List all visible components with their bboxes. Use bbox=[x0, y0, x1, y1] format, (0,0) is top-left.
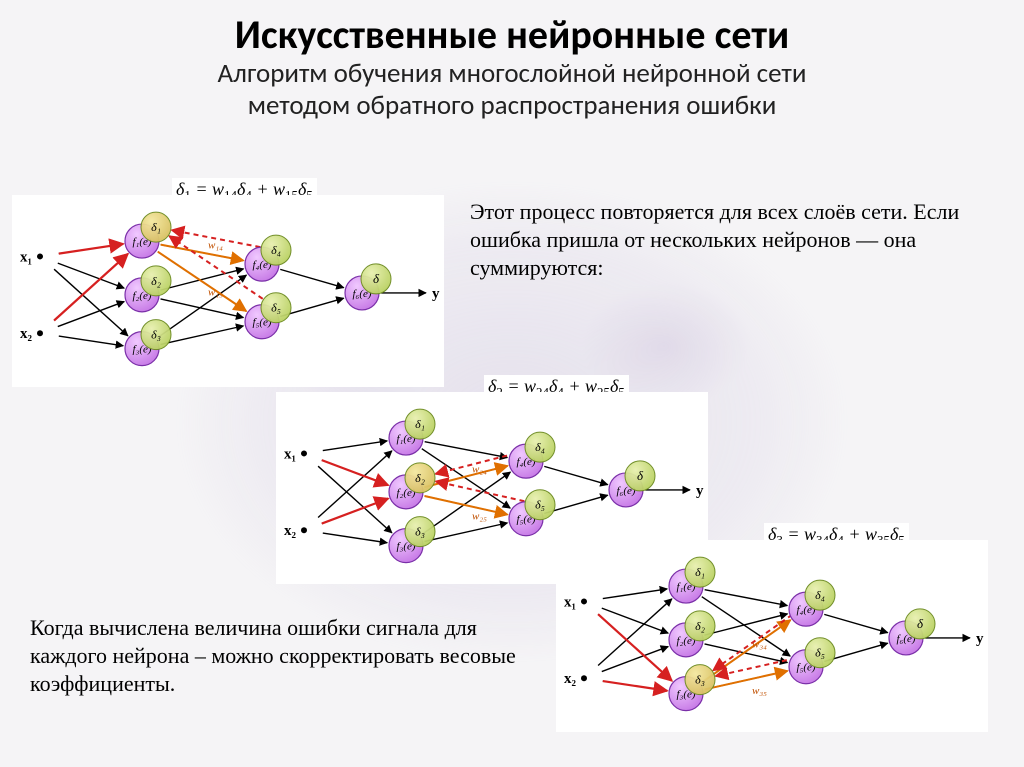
slide-title: Искусственные нейронные сети bbox=[0, 0, 1024, 56]
svg-text:δ₂: δ₂ bbox=[415, 471, 425, 485]
svg-text:δ₂: δ₂ bbox=[151, 274, 161, 288]
svg-text:w₃₅: w₃₅ bbox=[752, 685, 767, 697]
nn-svg: w₁₄w₁₅ x₁x₂ f₁(e) δ₁ f₂(e) δ₂ f₃(e) δ₃ f… bbox=[12, 195, 444, 387]
svg-text:δ₃: δ₃ bbox=[695, 673, 705, 687]
svg-text:δ₄: δ₄ bbox=[815, 588, 825, 602]
subtitle-line-1: Алгоритм обучения многослойной нейронной… bbox=[218, 57, 807, 90]
svg-text:w₂₅: w₂₅ bbox=[472, 510, 487, 522]
svg-text:δ₃: δ₃ bbox=[151, 328, 161, 342]
network-diagram-3: w₃₄w₃₅ x₁x₂ f₁(e) δ₁ f₂(e) δ₂ f₃(e) δ₃ f… bbox=[556, 540, 988, 732]
paragraph-2: Когда вычислена величина ошибки сигнала … bbox=[30, 614, 530, 698]
slide-subtitle: Алгоритм обучения многослойной нейронной… bbox=[0, 58, 1024, 123]
svg-text:y: y bbox=[696, 483, 704, 499]
slide-content: Искусственные нейронные сети Алгоритм об… bbox=[0, 0, 1024, 767]
nodes: x₁x₂ f₁(e) δ₁ f₂(e) δ₂ f₃(e) δ₃ f₄(e) δ₄… bbox=[20, 212, 440, 366]
svg-text:δ₃: δ₃ bbox=[415, 525, 425, 539]
svg-text:y: y bbox=[432, 286, 440, 302]
svg-text:δ₄: δ₄ bbox=[535, 440, 545, 454]
svg-text:w₁₅: w₁₅ bbox=[208, 286, 223, 298]
svg-text:δ: δ bbox=[917, 616, 924, 631]
svg-text:x₁: x₁ bbox=[284, 446, 296, 462]
svg-text:δ₁: δ₁ bbox=[151, 220, 161, 234]
nn-svg: w₃₄w₃₅ x₁x₂ f₁(e) δ₁ f₂(e) δ₂ f₃(e) δ₃ f… bbox=[556, 540, 988, 732]
svg-text:δ₁: δ₁ bbox=[695, 565, 705, 579]
svg-text:δ₅: δ₅ bbox=[815, 646, 825, 660]
network-diagram-1: w₁₄w₁₅ x₁x₂ f₁(e) δ₁ f₂(e) δ₂ f₃(e) δ₃ f… bbox=[12, 195, 444, 387]
svg-text:w₂₄: w₂₄ bbox=[472, 463, 487, 475]
svg-text:δ₁: δ₁ bbox=[415, 417, 425, 431]
svg-text:δ₂: δ₂ bbox=[695, 619, 705, 633]
subtitle-line-2: методом обратного распространения ошибки bbox=[248, 89, 777, 122]
svg-text:w₃₄: w₃₄ bbox=[752, 638, 767, 650]
svg-text:δ: δ bbox=[373, 271, 380, 286]
svg-text:δ: δ bbox=[637, 468, 644, 483]
svg-text:x₁: x₁ bbox=[564, 594, 576, 610]
svg-text:x₂: x₂ bbox=[284, 523, 297, 539]
weight-labels: w₁₄ w₁₅ bbox=[208, 240, 223, 299]
weight-labels: w₃₄ w₃₅ bbox=[752, 638, 767, 697]
svg-text:δ₄: δ₄ bbox=[271, 243, 281, 257]
svg-text:x₂: x₂ bbox=[20, 326, 33, 342]
svg-text:y: y bbox=[976, 631, 984, 647]
svg-text:w₁₄: w₁₄ bbox=[208, 240, 223, 252]
nodes: x₁x₂ f₁(e) δ₁ f₂(e) δ₂ f₃(e) δ₃ f₄(e) δ₄… bbox=[564, 557, 984, 711]
svg-text:x₁: x₁ bbox=[20, 249, 32, 265]
svg-text:δ₅: δ₅ bbox=[535, 498, 545, 512]
svg-text:δ₅: δ₅ bbox=[271, 301, 281, 315]
paragraph-1: Этот процесс повторяется для всех слоёв … bbox=[470, 198, 990, 282]
svg-text:x₂: x₂ bbox=[564, 671, 577, 687]
